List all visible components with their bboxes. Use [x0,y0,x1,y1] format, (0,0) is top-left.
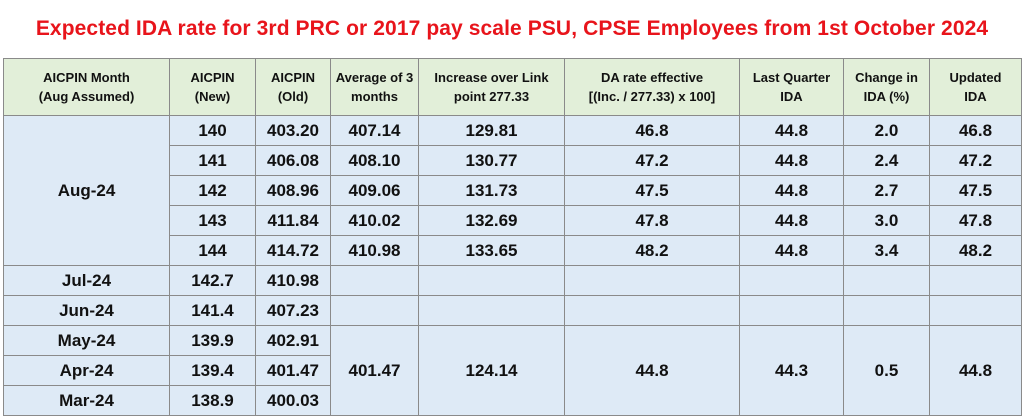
updated-cell: 44.8 [929,325,1022,416]
empty-cell [739,295,844,326]
aicpin-old-cell: 406.08 [255,145,331,176]
table-row: 143 411.84 410.02 132.69 47.8 44.8 3.0 4… [4,205,1022,236]
change-cell: 2.4 [843,145,930,176]
da-rate-cell: 47.5 [564,175,740,206]
month-cell: Aug-24 [3,115,170,266]
table-row: 142 408.96 409.06 131.73 47.5 44.8 2.7 4… [4,175,1022,206]
month-cell: Jul-24 [3,265,170,296]
average-cell: 401.47 [330,325,419,416]
header-last-ida: Last Quarter IDA [739,58,844,116]
header-da-rate: DA rate effective [(Inc. / 277.33) x 100] [564,58,740,116]
da-rate-cell: 47.2 [564,145,740,176]
increase-cell: 131.73 [418,175,565,206]
aicpin-new-cell: 140 [169,115,256,146]
increase-cell: 130.77 [418,145,565,176]
table-row: Jul-24 142.7 410.98 [3,265,1022,296]
aicpin-new-cell: 142.7 [169,265,256,296]
average-cell: 409.06 [330,175,419,206]
updated-cell: 47.2 [929,145,1022,176]
header-increase: Increase over Link point 277.33 [418,58,565,116]
empty-cell [843,295,930,326]
increase-cell: 132.69 [418,205,565,236]
aicpin-new-cell: 142 [169,175,256,206]
header-month: AICPIN Month (Aug Assumed) [3,58,170,116]
last-ida-cell: 44.3 [739,325,844,416]
aicpin-old-cell: 410.98 [255,265,331,296]
da-rate-cell: 48.2 [564,235,740,266]
aicpin-new-cell: 138.9 [169,385,256,416]
month-cell: Apr-24 [3,355,170,386]
average-cell: 408.10 [330,145,419,176]
aicpin-new-cell: 139.4 [169,355,256,386]
updated-cell: 47.8 [929,205,1022,236]
aicpin-old-cell: 403.20 [255,115,331,146]
table-row: 144 414.72 410.98 133.65 48.2 44.8 3.4 4… [4,235,1022,266]
aicpin-new-cell: 143 [169,205,256,236]
increase-cell: 129.81 [418,115,565,146]
empty-cell [564,295,740,326]
updated-cell: 46.8 [929,115,1022,146]
empty-cell [929,265,1022,296]
aicpin-new-cell: 141.4 [169,295,256,326]
da-rate-cell: 44.8 [564,325,740,416]
last-ida-cell: 44.8 [739,115,844,146]
empty-cell [330,265,419,296]
last-ida-cell: 44.8 [739,175,844,206]
empty-cell [843,265,930,296]
change-cell: 0.5 [843,325,930,416]
empty-cell [418,295,565,326]
change-cell: 2.7 [843,175,930,206]
change-cell: 3.0 [843,205,930,236]
aicpin-old-cell: 402.91 [255,325,331,356]
change-cell: 2.0 [843,115,930,146]
aicpin-old-cell: 414.72 [255,235,331,266]
increase-cell: 133.65 [418,235,565,266]
aicpin-old-cell: 401.47 [255,355,331,386]
table-row: May-24 139.9 402.91 401.47 124.14 44.8 4… [3,325,1022,416]
updated-cell: 47.5 [929,175,1022,206]
last-ida-cell: 44.8 [739,235,844,266]
header-average: Average of 3 months [330,58,419,116]
increase-cell: 124.14 [418,325,565,416]
table-row: Mar-24 138.9 400.03 [3,385,1022,416]
aicpin-new-cell: 141 [169,145,256,176]
last-ida-cell: 44.8 [739,145,844,176]
average-cell: 410.02 [330,205,419,236]
month-cell: May-24 [3,325,170,356]
table-row: Jun-24 141.4 407.23 [3,295,1022,326]
empty-cell [564,265,740,296]
da-rate-cell: 47.8 [564,205,740,236]
table-row: Aug-24 140 403.20 407.14 129.81 46.8 44.… [3,115,1022,266]
aicpin-old-cell: 408.96 [255,175,331,206]
empty-cell [330,295,419,326]
last-ida-cell: 44.8 [739,205,844,236]
average-cell: 410.98 [330,235,419,266]
empty-cell [739,265,844,296]
header-row: AICPIN Month (Aug Assumed) AICPIN (New) AI… [3,58,1022,116]
month-cell: Jun-24 [3,295,170,326]
month-cell: Mar-24 [3,385,170,416]
aicpin-old-cell: 400.03 [255,385,331,416]
average-cell: 407.14 [330,115,419,146]
table-row: 141 406.08 408.10 130.77 47.2 44.8 2.4 4… [4,145,1022,176]
change-cell: 3.4 [843,235,930,266]
aicpin-old-cell: 407.23 [255,295,331,326]
page-title: Expected IDA rate for 3rd PRC or 2017 pa… [35,17,989,40]
ida-table: AICPIN Month (Aug Assumed) AICPIN (New) AI… [3,58,1022,416]
updated-cell: 48.2 [929,235,1022,266]
aicpin-new-cell: 139.9 [169,325,256,356]
header-updated: Updated IDA [929,58,1022,116]
header-change: Change in IDA (%) [843,58,930,116]
da-rate-cell: 46.8 [564,115,740,146]
empty-cell [929,295,1022,326]
aicpin-new-cell: 144 [169,235,256,266]
empty-cell [418,265,565,296]
aicpin-old-cell: 411.84 [255,205,331,236]
header-aicpin-old: AICPIN (Old) [255,58,331,116]
header-aicpin-new: AICPIN (New) [169,58,256,116]
table-row: Apr-24 139.4 401.47 [3,355,1022,386]
